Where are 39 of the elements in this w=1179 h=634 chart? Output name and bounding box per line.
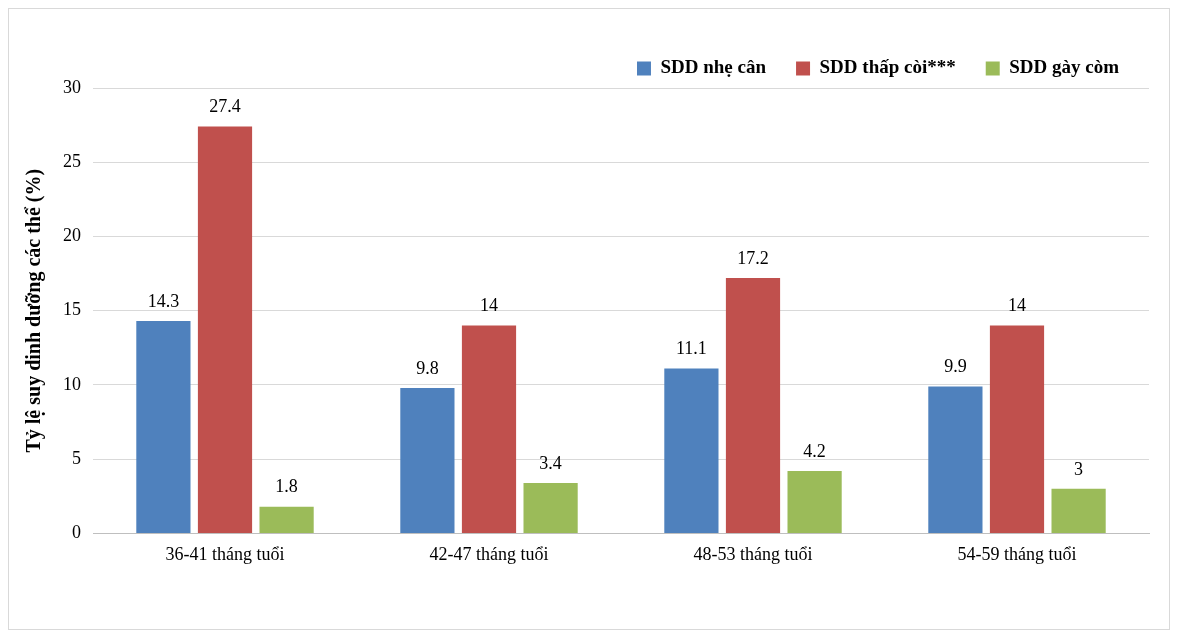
legend-label: SDD gày còm: [1009, 56, 1120, 78]
data-label: 3.4: [539, 452, 562, 473]
bar: [787, 471, 842, 533]
bar: [461, 325, 517, 533]
y-tick-label: 10: [63, 373, 81, 394]
data-label: 3: [1074, 458, 1084, 479]
data-label: 4.2: [803, 440, 826, 461]
bar: [725, 278, 781, 533]
data-label: 17.2: [737, 247, 769, 268]
x-tick-label: 54-59 tháng tuổi: [957, 543, 1077, 564]
bar: [928, 386, 983, 533]
y-tick-label: 0: [72, 522, 81, 543]
y-tick-label: 15: [63, 299, 81, 320]
legend-label: SDD thấp còi***: [819, 56, 956, 78]
bar: [989, 325, 1045, 533]
bar: [1051, 488, 1106, 533]
bar: [523, 482, 578, 533]
bar: [400, 387, 455, 533]
y-tick-label: 25: [63, 150, 81, 171]
data-label: 14: [480, 295, 498, 316]
bar: [197, 126, 253, 533]
bar: [136, 321, 191, 533]
legend-label: SDD nhẹ cân: [660, 56, 767, 78]
x-tick-label: 42-47 tháng tuổi: [429, 543, 549, 564]
data-label: 27.4: [209, 96, 241, 117]
data-label: 9.9: [944, 356, 967, 377]
x-tick-label: 48-53 tháng tuổi: [693, 543, 813, 564]
bar: [259, 506, 314, 533]
y-axis-title: Tỷ lệ suy dinh dưỡng các thể (%): [22, 168, 46, 453]
data-label: 14: [1008, 295, 1026, 316]
data-label: 9.8: [416, 357, 439, 378]
data-label: 14.3: [147, 290, 180, 311]
data-label: 1.8: [275, 476, 298, 497]
data-label: 11.1: [675, 338, 707, 359]
y-tick-label: 30: [63, 76, 81, 97]
x-tick-label: 36-41 tháng tuổi: [165, 543, 285, 564]
y-tick-label: 20: [63, 225, 81, 246]
bar: [664, 368, 719, 533]
y-tick-label: 5: [72, 447, 81, 468]
